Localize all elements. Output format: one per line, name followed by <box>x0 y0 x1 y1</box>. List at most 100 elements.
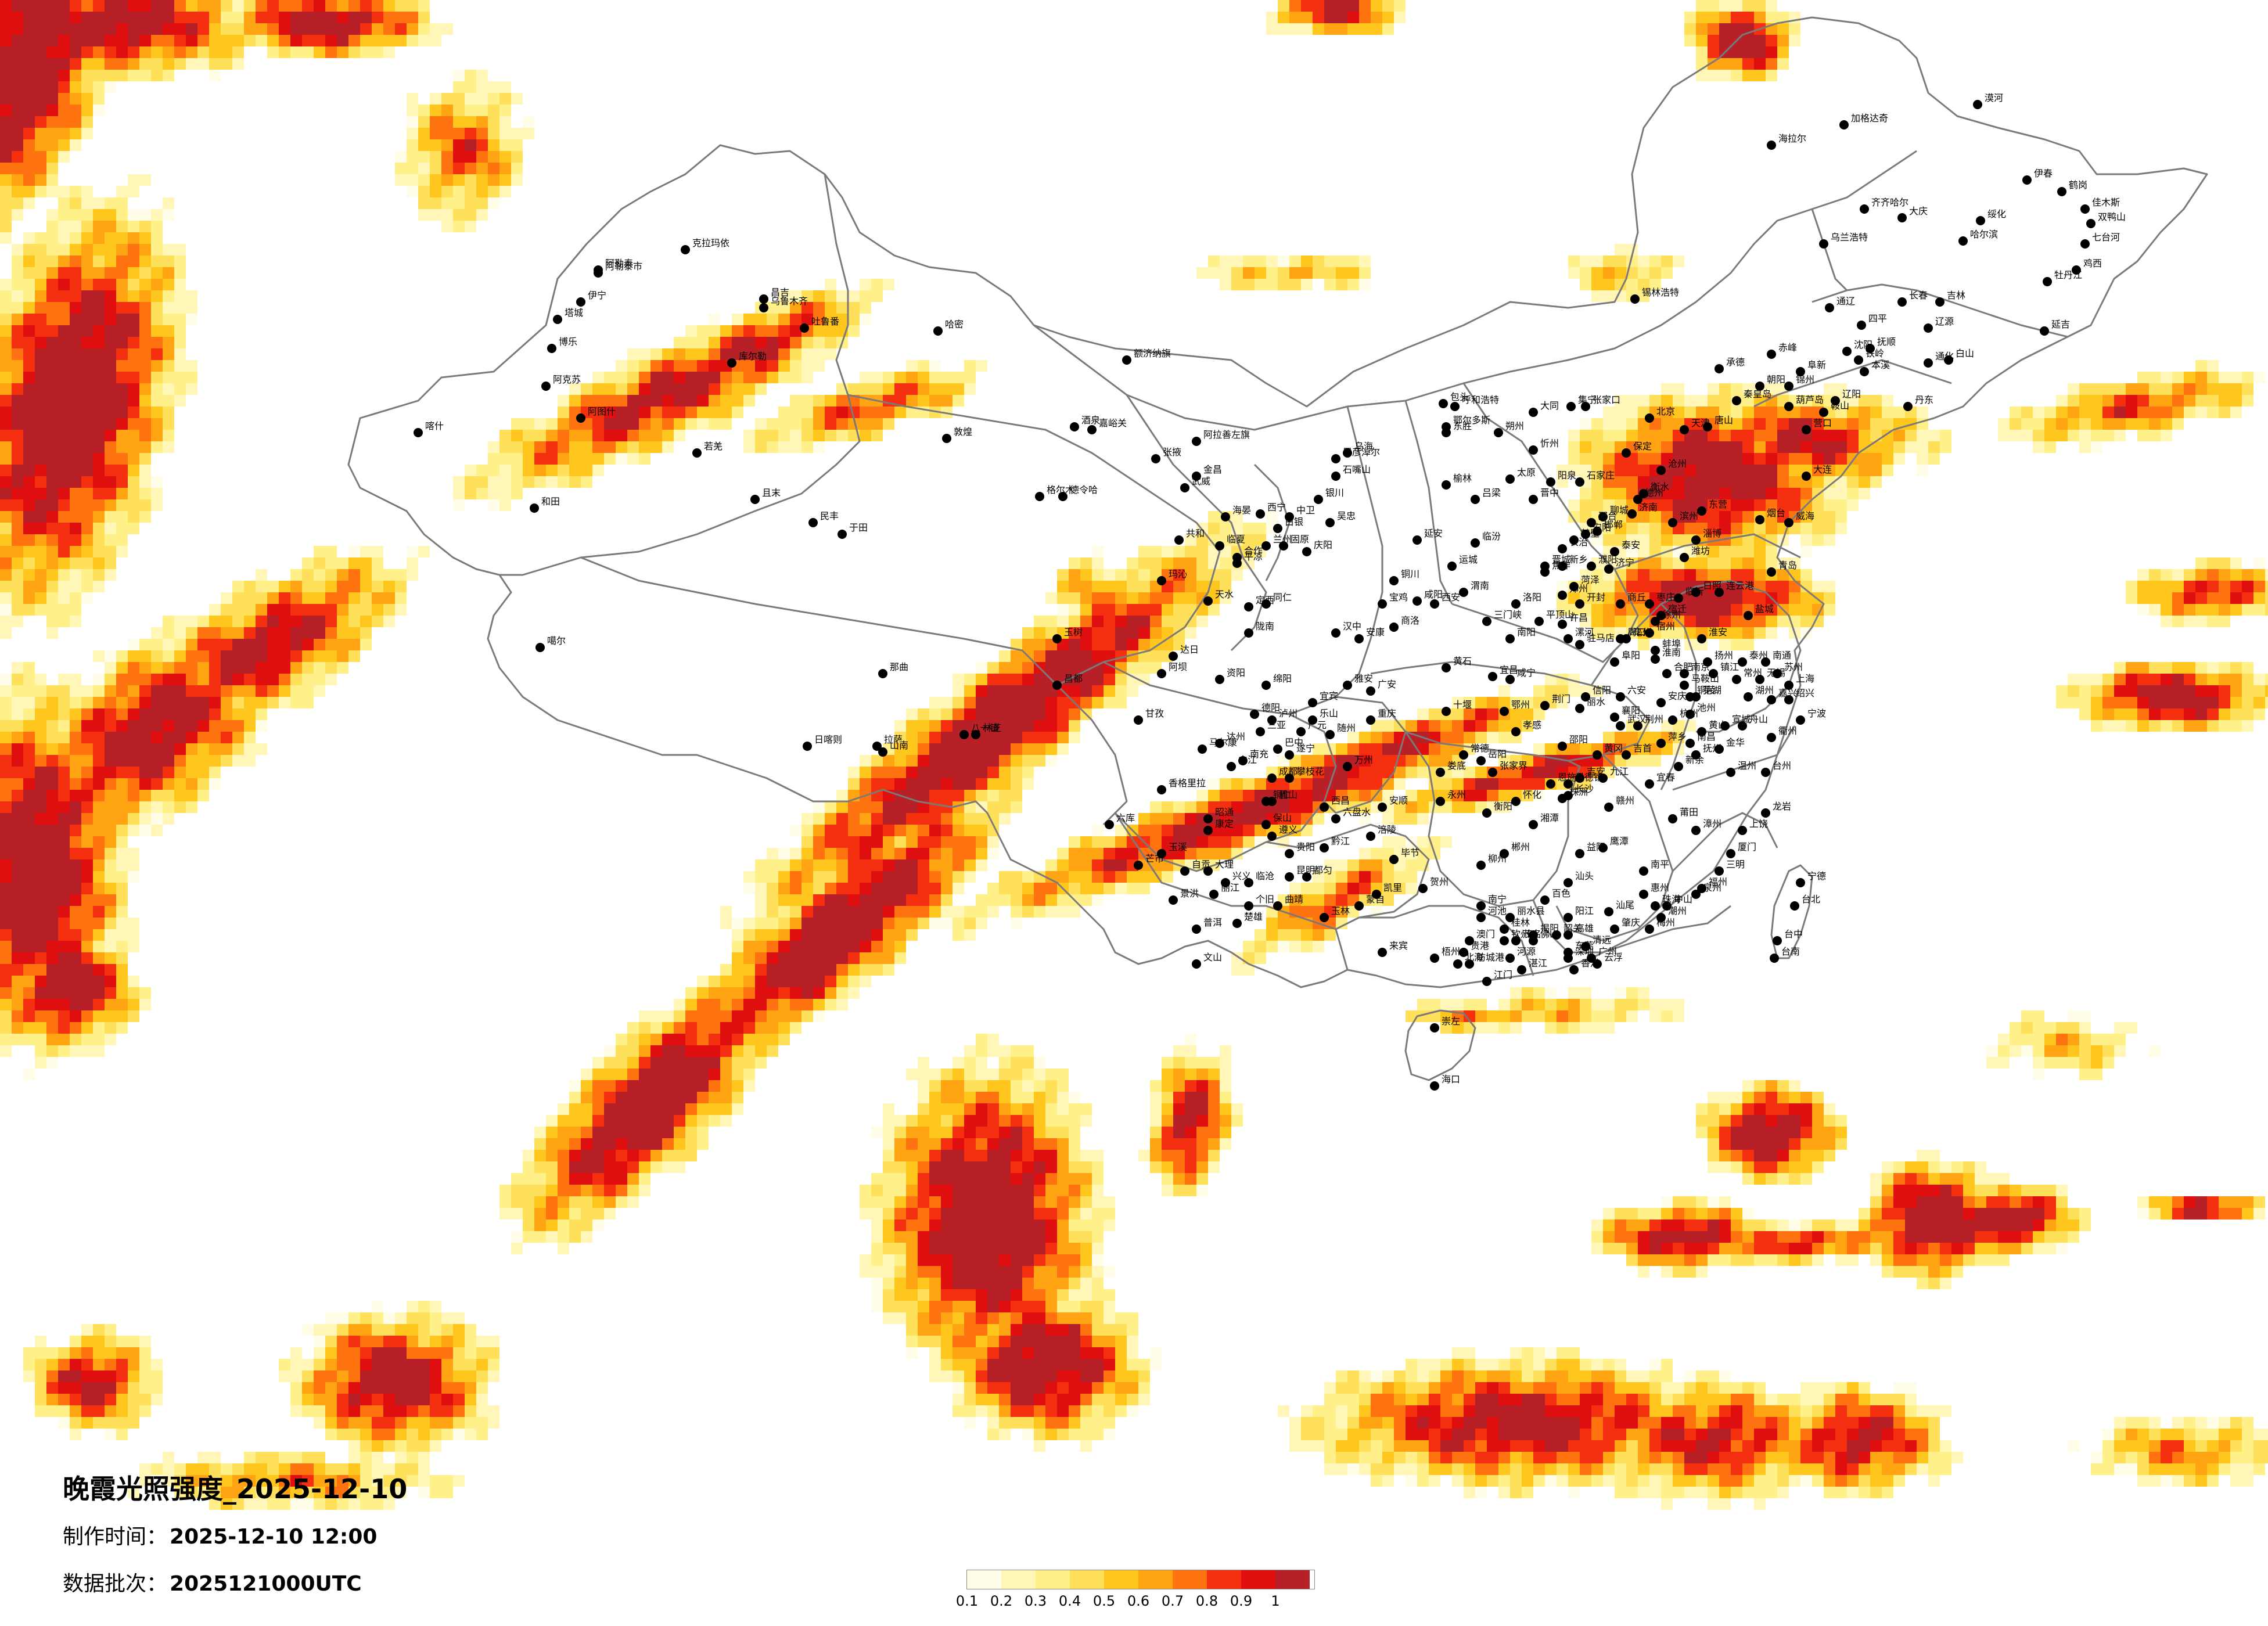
city-label: 宣城 <box>1732 714 1751 725</box>
city-label: 济南 <box>1639 502 1658 513</box>
city-label: 七台河 <box>2092 232 2120 243</box>
city-marker: 齐齐哈尔 <box>1860 197 1908 214</box>
city-label: 香港 <box>1581 958 1600 969</box>
city-label: 涪陵 <box>1378 824 1396 835</box>
city-dot <box>1668 814 1677 823</box>
city-label: 上饶 <box>1749 818 1768 829</box>
city-label: 潍坊 <box>1691 545 1710 556</box>
city-dot <box>1180 866 1189 876</box>
city-dot <box>1439 399 1448 408</box>
city-label: 大同 <box>1540 400 1559 411</box>
city-dot <box>1558 620 1567 629</box>
city-label: 崇左 <box>1442 1016 1460 1027</box>
city-dot <box>1070 422 1079 431</box>
city-label: 集宁 <box>1578 394 1597 405</box>
guangdong-border <box>1532 900 1731 954</box>
city-marker: 亳州 <box>1622 627 1652 643</box>
city-marker: 中山 <box>1662 894 1692 911</box>
city-label: 都匀 <box>1314 865 1332 876</box>
city-dot <box>1482 617 1491 626</box>
city-marker: 江门 <box>1482 969 1512 986</box>
city-label: 阿拉善左旗 <box>1203 429 1250 440</box>
city-marker: 阿拉善左旗 <box>1192 429 1250 446</box>
city-marker: 广安 <box>1366 679 1396 696</box>
city-marker: 苏州 <box>1773 661 1803 678</box>
city-marker: 济宁 <box>1604 557 1634 574</box>
city-dot <box>1296 727 1306 736</box>
city-dot <box>1354 634 1364 643</box>
city-dot <box>541 382 551 391</box>
city-dot <box>1418 884 1428 893</box>
city-marker: 乌兰浩特 <box>1819 232 1868 249</box>
city-label: 保定 <box>1633 441 1652 452</box>
city-dot <box>1604 907 1613 916</box>
city-dot <box>1261 599 1271 609</box>
city-dot <box>1192 437 1201 446</box>
city-label: 朝阳 <box>1767 374 1785 385</box>
city-label: 牡丹江 <box>2054 269 2082 280</box>
city-dot <box>1668 518 1677 527</box>
legend-swatches <box>966 1570 1315 1589</box>
city-dot <box>1558 794 1567 803</box>
city-marker: 潮州 <box>1656 905 1687 922</box>
city-label: 宁德 <box>1807 870 1826 882</box>
city-dot <box>1203 814 1213 823</box>
city-dot <box>1738 826 1747 835</box>
city-dot <box>1500 936 1509 945</box>
city-dot <box>1540 895 1550 905</box>
city-marker: 昌都 <box>1052 673 1083 690</box>
city-marker: 安阳 <box>1581 522 1611 539</box>
legend-swatch <box>1001 1570 1036 1589</box>
city-marker: 白银 <box>1273 516 1303 533</box>
city-marker: 台北 <box>1790 894 1820 911</box>
city-label: 宿迁 <box>1668 603 1687 614</box>
city-marker: 阳泉 <box>1546 470 1576 487</box>
city-dot <box>1860 204 1869 214</box>
city-dot <box>1593 750 1602 760</box>
city-dot <box>1450 402 1460 411</box>
city-dot <box>1314 495 1323 504</box>
city-label: 保山 <box>1273 812 1292 823</box>
city-dot <box>1581 942 1590 951</box>
city-label: 乐山 <box>1320 708 1338 719</box>
city-label: 淮南 <box>1662 647 1681 658</box>
city-marker: 沧州 <box>1656 458 1687 475</box>
city-label: 眉山 <box>1279 789 1297 800</box>
city-marker: 香格里拉 <box>1157 778 1206 794</box>
legend-label: 1 <box>1271 1593 1280 1609</box>
jiangxi-border <box>1555 754 1674 942</box>
city-dot <box>1651 617 1660 626</box>
city-label: 西安 <box>1442 592 1460 603</box>
city-marker: 海口 <box>1430 1074 1460 1091</box>
city-marker: 吉首 <box>1622 743 1652 760</box>
city-marker: 济南 <box>1627 502 1658 519</box>
city-label: 朔州 <box>1505 420 1524 431</box>
city-dot <box>1563 913 1573 922</box>
city-label: 海口 <box>1442 1074 1460 1085</box>
city-label: 贵阳 <box>1296 841 1315 852</box>
hainan-border <box>1404 1009 1476 1081</box>
city-label: 库尔勒 <box>739 351 767 362</box>
city-label: 雅安 <box>1354 673 1373 684</box>
city-dot <box>1476 913 1486 922</box>
city-label: 威海 <box>1796 510 1814 521</box>
city-label: 民丰 <box>820 510 839 521</box>
city-label: 吕梁 <box>1482 487 1501 498</box>
city-dot <box>1924 323 1933 333</box>
city-marker: 泰安 <box>1610 539 1640 556</box>
legend-label: 0.3 <box>1024 1593 1047 1609</box>
city-marker: 张掖 <box>1151 447 1181 463</box>
city-label: 武汉 <box>1627 714 1646 725</box>
city-dot <box>1273 524 1282 533</box>
city-marker: 辽源 <box>1924 316 1954 333</box>
production-time: 制作时间： 2025-12-10 12:00 <box>63 1520 377 1550</box>
city-marker: 梧州 <box>1430 946 1460 963</box>
city-label: 南昌 <box>1697 731 1716 742</box>
city-label: 苏州 <box>1784 661 1803 672</box>
city-label: 辽阳 <box>1842 388 1861 400</box>
city-label: 十堰 <box>1453 699 1472 710</box>
city-marker: 吐鲁番 <box>800 316 839 333</box>
city-marker: 咸阳 <box>1412 589 1443 606</box>
city-label: 东莞 <box>1575 940 1594 951</box>
city-marker: 临汾 <box>1471 531 1501 548</box>
